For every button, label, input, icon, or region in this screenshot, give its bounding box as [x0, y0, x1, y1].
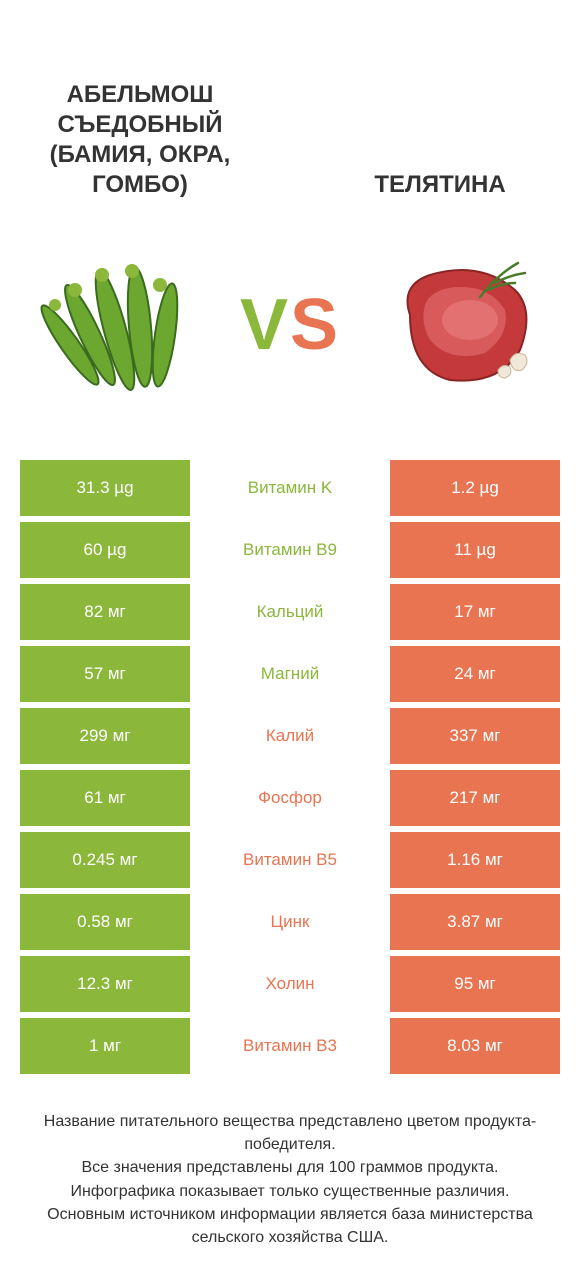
table-row: 57 мгМагний24 мг [20, 646, 560, 702]
vs-label: VS [240, 284, 340, 366]
table-row: 0.58 мгЦинк3.87 мг [20, 894, 560, 950]
footer-line: Основным источником информации является … [30, 1203, 550, 1249]
footer-line: Инфографика показывает только существенн… [30, 1180, 550, 1203]
table-row: 1 мгВитамин B38.03 мг [20, 1018, 560, 1074]
nutrient-label: Фосфор [190, 770, 390, 826]
nutrient-label: Витамин B5 [190, 832, 390, 888]
footer-line: Все значения представлены для 100 граммо… [30, 1156, 550, 1179]
footer-notes: Название питательного вещества представл… [0, 1080, 580, 1249]
footer-line: Название питательного вещества представл… [30, 1110, 550, 1156]
right-value: 1.16 мг [390, 832, 560, 888]
nutrient-label: Магний [190, 646, 390, 702]
okra-image [30, 235, 210, 415]
nutrient-label: Холин [190, 956, 390, 1012]
nutrient-label: Кальций [190, 584, 390, 640]
vs-v: V [240, 285, 290, 365]
right-value: 337 мг [390, 708, 560, 764]
right-value: 8.03 мг [390, 1018, 560, 1074]
table-row: 12.3 мгХолин95 мг [20, 956, 560, 1012]
left-product-title: АБЕЛЬМОШ СЪЕДОБНЫЙ (БАМИЯ, ОКРА, ГОМБО) [40, 80, 240, 200]
left-value: 60 µg [20, 522, 190, 578]
veal-image [370, 235, 550, 415]
table-row: 61 мгФосфор217 мг [20, 770, 560, 826]
right-value: 17 мг [390, 584, 560, 640]
nutrient-label: Витамин K [190, 460, 390, 516]
vs-s: S [290, 285, 340, 365]
right-product-title: ТЕЛЯТИНА [340, 170, 540, 200]
left-value: 0.245 мг [20, 832, 190, 888]
table-row: 31.3 µgВитамин K1.2 µg [20, 460, 560, 516]
table-row: 82 мгКальций17 мг [20, 584, 560, 640]
left-value: 57 мг [20, 646, 190, 702]
header: АБЕЛЬМОШ СЪЕДОБНЫЙ (БАМИЯ, ОКРА, ГОМБО) … [0, 0, 580, 200]
left-value: 61 мг [20, 770, 190, 826]
nutrient-label: Калий [190, 708, 390, 764]
right-value: 3.87 мг [390, 894, 560, 950]
hero-section: VS [0, 200, 580, 460]
table-row: 60 µgВитамин B911 µg [20, 522, 560, 578]
right-value: 24 мг [390, 646, 560, 702]
right-value: 1.2 µg [390, 460, 560, 516]
nutrient-label: Витамин B3 [190, 1018, 390, 1074]
nutrient-label: Витамин B9 [190, 522, 390, 578]
right-value: 95 мг [390, 956, 560, 1012]
comparison-table: 31.3 µgВитамин K1.2 µg 60 µgВитамин B911 … [0, 460, 580, 1074]
table-row: 299 мгКалий337 мг [20, 708, 560, 764]
left-value: 299 мг [20, 708, 190, 764]
right-value: 217 мг [390, 770, 560, 826]
left-value: 0.58 мг [20, 894, 190, 950]
table-row: 0.245 мгВитамин B51.16 мг [20, 832, 560, 888]
left-value: 12.3 мг [20, 956, 190, 1012]
left-value: 82 мг [20, 584, 190, 640]
nutrient-label: Цинк [190, 894, 390, 950]
left-value: 31.3 µg [20, 460, 190, 516]
left-value: 1 мг [20, 1018, 190, 1074]
right-value: 11 µg [390, 522, 560, 578]
